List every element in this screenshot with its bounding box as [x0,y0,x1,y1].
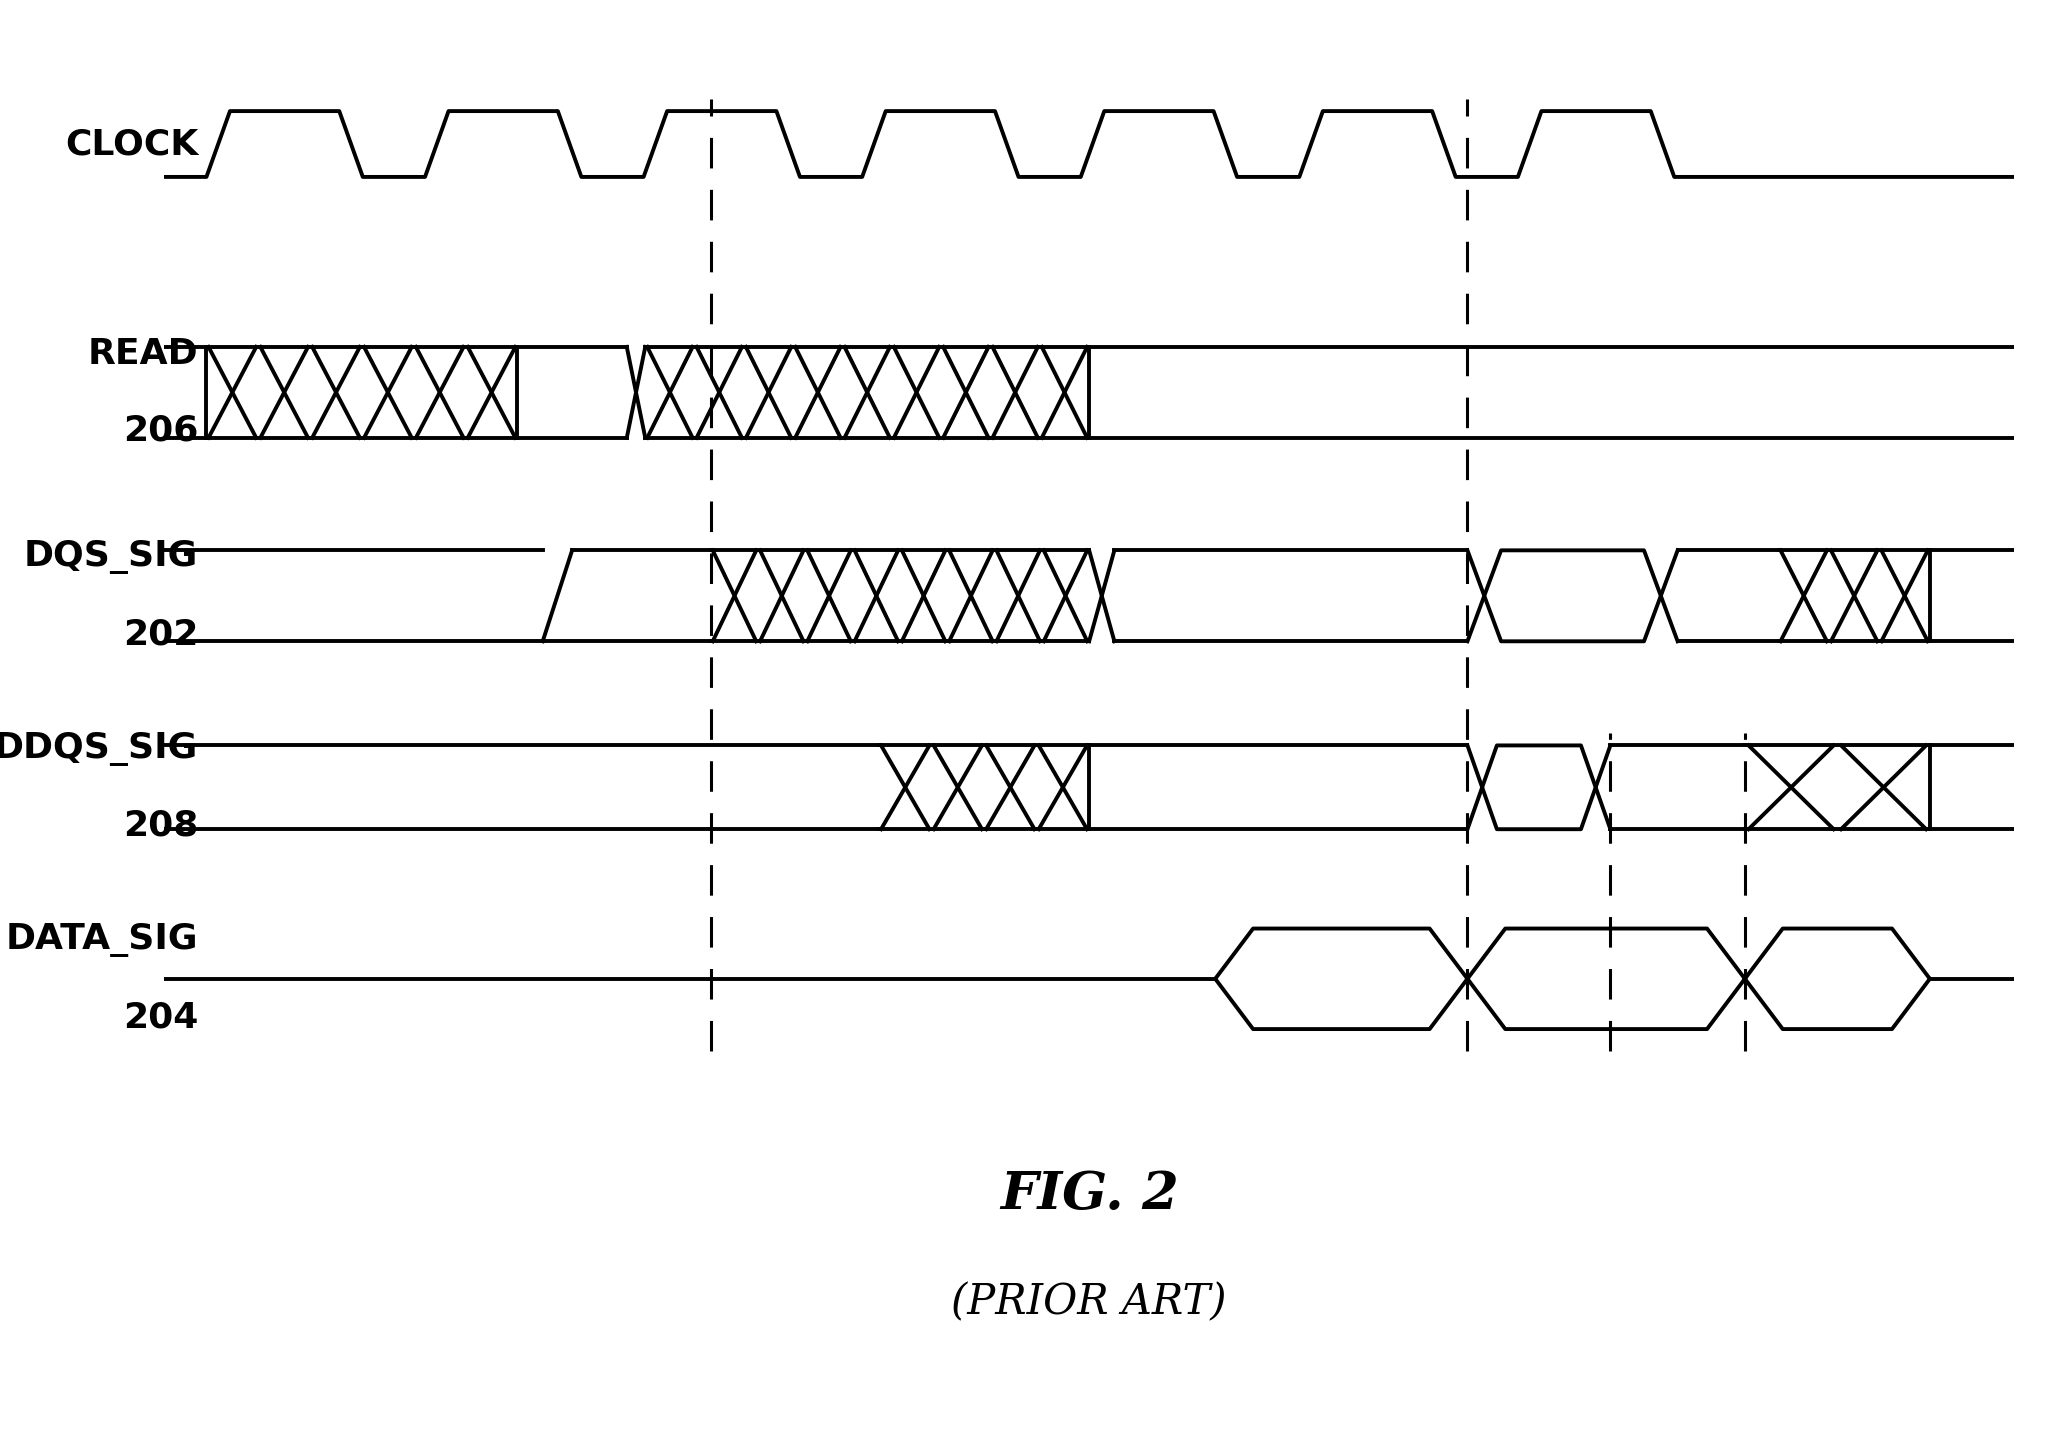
Text: 204: 204 [123,1000,197,1035]
Text: 206: 206 [123,414,197,448]
Text: DATA_SIG: DATA_SIG [6,923,197,957]
Text: FIG. 2: FIG. 2 [1001,1169,1178,1219]
Text: (PRIOR ART): (PRIOR ART) [951,1281,1227,1322]
Text: 208: 208 [123,809,197,843]
Text: DDQS_SIG: DDQS_SIG [0,731,197,766]
Text: CLOCK: CLOCK [66,127,197,162]
Text: 202: 202 [123,617,197,651]
Text: READ: READ [88,336,197,371]
Text: DQS_SIG: DQS_SIG [25,541,197,574]
